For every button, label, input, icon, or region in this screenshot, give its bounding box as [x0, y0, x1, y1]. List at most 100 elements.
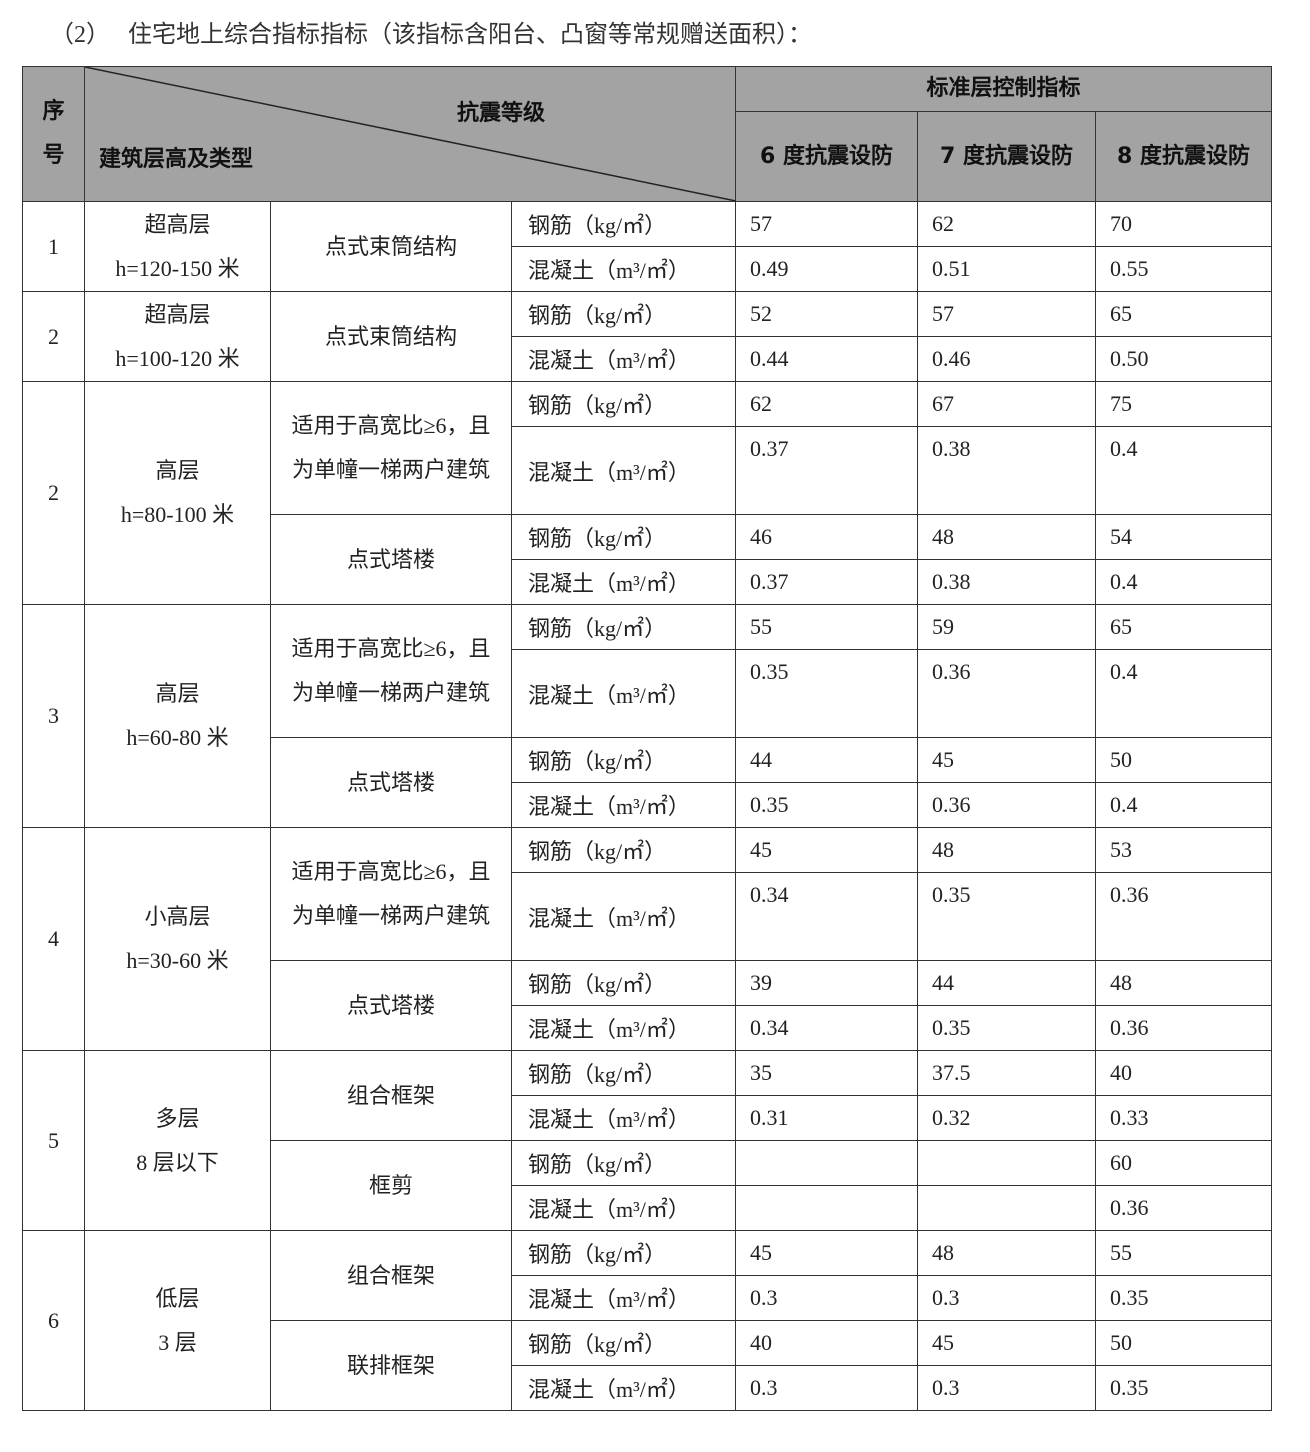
- building-height: h=120-150 米: [115, 255, 240, 281]
- structure-type: 点式束筒结构: [270, 291, 512, 382]
- building-type-label: 建筑层高及类型: [99, 147, 254, 172]
- building-height: h=100-120 米: [115, 345, 240, 371]
- table-row: 混凝土（m³/㎡） 0.3 0.3 0.35: [23, 1275, 1273, 1321]
- row-seq: 4: [22, 827, 85, 1051]
- value-6-degree: 0.34: [735, 1005, 919, 1051]
- building-type: 超高层 h=100-120 米: [84, 291, 271, 382]
- value-6-degree: 0.37: [735, 559, 919, 605]
- row-seq: 2: [22, 291, 85, 382]
- building-height: h=30-60 米: [126, 948, 229, 973]
- material-label: 混凝土（m³/㎡）: [510, 1005, 737, 1051]
- building-type-name: 高层: [155, 681, 200, 706]
- diagonal-header: 抗震等级 建筑层高及类型: [83, 66, 737, 202]
- material-label: 钢筋（kg/㎡）: [510, 1320, 737, 1366]
- value-6-degree: [735, 1185, 919, 1231]
- table-row: 混凝土（m³/㎡） 0.34 0.35 0.36: [23, 1005, 1273, 1051]
- building-type-name: 超高层: [144, 211, 211, 237]
- structure-type: 适用于高宽比≥6，且为单幢一梯两户建筑: [270, 381, 512, 515]
- building-height: 8 层以下: [136, 1149, 219, 1175]
- value-6-degree: 45: [735, 1230, 919, 1276]
- value-6-degree: 0.37: [735, 426, 919, 515]
- material-label: 钢筋（kg/㎡）: [510, 604, 737, 650]
- value-8-degree: 65: [1095, 604, 1273, 650]
- value-7-degree: 48: [917, 514, 1097, 560]
- building-type: 高层 h=80-100 米: [84, 381, 271, 605]
- material-label: 混凝土（m³/㎡）: [510, 336, 737, 382]
- value-8-degree: 0.4: [1095, 782, 1273, 828]
- value-8-degree: 65: [1095, 291, 1273, 337]
- diagonal-line: [85, 67, 736, 201]
- table-row: 1 超高层 h=120-150 米 点式束筒结构 钢筋（kg/㎡） 57 62 70: [22, 201, 1273, 292]
- building-height: 3 层: [158, 1329, 197, 1355]
- value-7-degree: 67: [917, 381, 1097, 427]
- table-row: 混凝土（m³/㎡） 0.37 0.38 0.4: [23, 426, 1273, 515]
- material-label: 钢筋（kg/㎡）: [510, 514, 737, 560]
- value-7-degree: 0.35: [917, 1005, 1097, 1051]
- material-label: 混凝土（m³/㎡）: [510, 1275, 737, 1321]
- value-7-degree: 0.46: [917, 336, 1097, 382]
- value-7-degree: 0.38: [917, 426, 1097, 515]
- building-type: 低层 3 层: [84, 1230, 271, 1411]
- col-6-degree: 6 度抗震设防: [735, 111, 919, 202]
- building-type-name: 高层: [155, 458, 200, 483]
- structure-type: 适用于高宽比≥6，且为单幢一梯两户建筑: [270, 827, 512, 961]
- material-label: 钢筋（kg/㎡）: [510, 291, 737, 337]
- seismic-grade-label: 抗震等级: [457, 101, 546, 126]
- section-caption: （2） 住宅地上综合指标指标（该指标含阳台、凸窗等常规赠送面积）：: [50, 22, 812, 48]
- material-label: 钢筋（kg/㎡）: [510, 960, 737, 1006]
- value-8-degree: 0.4: [1095, 649, 1273, 738]
- table-row: 混凝土（m³/㎡） 0.35 0.36 0.4: [23, 649, 1273, 738]
- building-type-name: 超高层: [144, 301, 211, 327]
- col-7-degree: 7 度抗震设防: [917, 111, 1097, 202]
- value-6-degree: [735, 1140, 919, 1186]
- building-type-name: 多层: [155, 1105, 200, 1131]
- table-row: 混凝土（m³/㎡） 0.35 0.36 0.4: [23, 782, 1273, 828]
- value-7-degree: 0.32: [917, 1095, 1097, 1141]
- value-6-degree: 39: [735, 960, 919, 1006]
- table-row: 3 高层 h=60-80 米适用于高宽比≥6，且为单幢一梯两户建筑 钢筋（kg/㎡） 5…: [22, 604, 1273, 828]
- material-label: 钢筋（kg/㎡）: [510, 1230, 737, 1276]
- structure-type: 联排框架: [270, 1320, 512, 1411]
- structure-type: 框剪: [270, 1140, 512, 1231]
- table-row: 4 小高层 h=30-60 米 适用于高宽比≥6，且为单幢一梯两户建筑 钢筋（kg/㎡）…: [22, 827, 1273, 1051]
- value-6-degree: 0.3: [735, 1365, 919, 1411]
- building-type: 多层 8 层以下: [84, 1050, 271, 1231]
- structure-type: 点式塔楼: [270, 514, 512, 605]
- value-7-degree: 0.3: [917, 1365, 1097, 1411]
- col-8-degree: 8 度抗震设防: [1095, 111, 1273, 202]
- building-type: 小高层 h=30-60 米: [84, 827, 271, 1051]
- value-7-degree: 44: [917, 960, 1097, 1006]
- table-row: 联排框架 钢筋（kg/㎡） 40 45 50: [23, 1320, 1273, 1411]
- material-label: 混凝土（m³/㎡）: [510, 1095, 737, 1141]
- value-8-degree: 70: [1095, 201, 1273, 247]
- structure-type: 组合框架: [270, 1230, 512, 1321]
- structure-type: 点式束筒结构: [270, 201, 512, 292]
- value-8-degree: 40: [1095, 1050, 1273, 1096]
- material-label: 钢筋（kg/㎡）: [510, 737, 737, 783]
- value-6-degree: 0.44: [735, 336, 919, 382]
- structure-type: 点式塔楼: [270, 737, 512, 828]
- value-6-degree: 35: [735, 1050, 919, 1096]
- material-label: 混凝土（m³/㎡）: [510, 872, 737, 961]
- structure-type: 适用于高宽比≥6，且为单幢一梯两户建筑: [270, 604, 512, 738]
- table-row: 混凝土（m³/㎡） 0.3 0.3 0.35: [23, 1365, 1273, 1411]
- material-label: 混凝土（m³/㎡）: [510, 426, 737, 515]
- building-height: h=80-100 米: [120, 502, 235, 527]
- value-6-degree: 40: [735, 1320, 919, 1366]
- value-7-degree: 37.5: [917, 1050, 1097, 1096]
- value-8-degree: 48: [1095, 960, 1273, 1006]
- row-seq: 2: [22, 381, 85, 605]
- value-7-degree: 0.36: [917, 649, 1097, 738]
- value-7-degree: 48: [917, 1230, 1097, 1276]
- value-7-degree: 45: [917, 737, 1097, 783]
- seq-header-line2: 号: [42, 143, 65, 168]
- value-7-degree: 62: [917, 201, 1097, 247]
- material-label: 混凝土（m³/㎡）: [510, 559, 737, 605]
- material-label: 混凝土（m³/㎡）: [510, 1365, 737, 1411]
- table-row: 2 高层 h=80-100 米 适用于高宽比≥6，且为单幢一梯两户建筑 钢筋（kg/㎡）…: [22, 381, 1273, 605]
- value-8-degree: 0.4: [1095, 426, 1273, 515]
- row-seq: 1: [22, 201, 85, 292]
- index-table: 序 号 抗震等级 建筑层高及类型 标准层控制指标 6 度抗震设防 7 度抗震设防…: [22, 66, 1273, 1411]
- material-label: 混凝土（m³/㎡）: [510, 649, 737, 738]
- table-row: 点式塔楼 钢筋（kg/㎡） 46 48 54: [23, 514, 1273, 605]
